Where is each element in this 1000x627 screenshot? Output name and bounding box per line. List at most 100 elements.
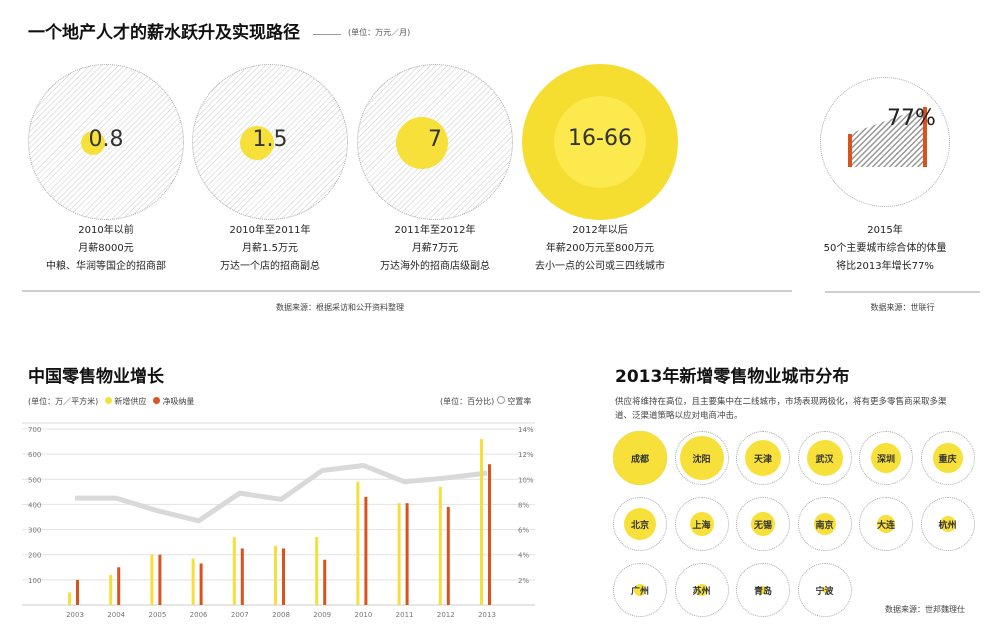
supply-bar — [315, 537, 319, 605]
supply-bar — [480, 439, 483, 605]
city-circle: 武汉 — [797, 431, 852, 485]
absorb-bar — [117, 567, 121, 605]
legend-supply: 新增供应 — [114, 397, 147, 406]
caption-period: 2012年以后 — [572, 225, 628, 236]
y2-tick-label: 10% — [518, 476, 534, 484]
city-name: 杭州 — [938, 521, 957, 531]
forecast-line1: 50个主要城市综合体的体量 — [823, 243, 947, 254]
cities-desc-line1: 供应将维持在高位，且主要集中在二线城市，市场表现两极化，将有更多零售商采取多渠 — [615, 397, 947, 407]
y2-tick-label: 2% — [518, 577, 529, 585]
y2-tick-label: 4% — [518, 552, 529, 560]
caption-role: 万达一个店的招商副总 — [220, 261, 320, 272]
city-circle: 苏州 — [674, 563, 729, 617]
y-tick-label: 500 — [28, 476, 41, 484]
city-level-dot — [745, 440, 781, 476]
salary-level-dot — [240, 126, 274, 160]
city-circle: 杭州 — [920, 497, 975, 551]
salary-caption: 2012年以后 年薪200万元至800万元 去小一点的公司或三四线城市 — [515, 222, 685, 276]
city-circle: 无锡 — [736, 497, 790, 551]
vacancy-line — [75, 462, 488, 524]
supply-bar — [274, 545, 277, 605]
caption-pay: 月薪8000元 — [78, 243, 134, 254]
city-level-dot — [679, 436, 724, 480]
y-tick-label: 300 — [28, 527, 41, 535]
city-level-dot — [871, 443, 901, 473]
x-tick-label: 2003 — [66, 611, 84, 619]
caption-role: 中粮、华润等国企的招商部 — [46, 261, 166, 272]
legend-absorb: 净吸纳量 — [162, 397, 195, 406]
salary-circle: 16-66 — [522, 64, 678, 220]
city-circle: 天津 — [736, 431, 790, 485]
city-circle: 广州 — [613, 563, 667, 617]
supply-bar — [232, 537, 236, 605]
divider — [22, 290, 792, 292]
right-unit: (单位：百分比) — [440, 397, 495, 406]
salary-circle: 0.8 — [28, 64, 184, 220]
y-tick-label: 100 — [28, 577, 41, 585]
supply-bar — [438, 486, 442, 605]
city-circle: 大连 — [859, 497, 913, 551]
y2-tick-label: 14% — [518, 426, 534, 434]
caption-period: 2010年以前 — [78, 225, 134, 236]
city-name: 重庆 — [938, 455, 957, 465]
forecast-source: 数据来源：世联行 — [870, 303, 935, 312]
supply-bar — [397, 503, 401, 605]
supply-bar — [68, 592, 71, 605]
absorb-bar — [446, 506, 450, 605]
salary-circle: 1.5 — [192, 64, 348, 220]
absorb-bar — [488, 464, 491, 605]
city-name: 广州 — [630, 587, 649, 597]
x-tick-label: 2008 — [272, 611, 290, 619]
city-name: 深圳 — [876, 455, 895, 465]
salary-title: 一个地产人才的薪水跃升及实现路径 — [28, 23, 300, 43]
x-tick-label: 2005 — [148, 611, 166, 619]
city-level-dot — [806, 440, 843, 476]
city-name: 北京 — [630, 521, 649, 531]
city-level-dot — [751, 512, 775, 536]
city-name: 宁波 — [815, 587, 834, 597]
caption-pay: 月薪1.5万元 — [242, 243, 298, 254]
salary-value: 7 — [428, 127, 442, 152]
absorb-bar — [158, 554, 162, 605]
city-circle: 北京 — [613, 497, 667, 551]
salary-caption: 2010年以前 月薪8000元中粮、华润等国企的招商部 — [21, 222, 191, 276]
caption-period: 2010年至2011年 — [229, 225, 311, 236]
growth-graphic — [848, 107, 927, 167]
left-unit: (单位：万／平方米) — [28, 397, 99, 406]
salary-source: 数据来源：根据采访和公开资料整理 — [276, 303, 404, 312]
city-level-dot — [634, 584, 646, 596]
city-name: 沈阳 — [692, 455, 711, 465]
salary-unit: (单位：万元／月) — [348, 28, 411, 37]
absorb-bar — [240, 548, 244, 605]
absorb-legend-dot — [152, 397, 160, 404]
supply-bar — [109, 574, 113, 605]
forecast-line2: 将比2013年增长77% — [836, 261, 934, 272]
absorb-bar — [76, 579, 79, 605]
chart-legend: (单位：万／平方米) 新增供应 净吸纳量 — [28, 396, 194, 407]
y2-tick-label: 8% — [518, 501, 529, 509]
salary-level-dot — [396, 117, 448, 169]
caption-pay: 年薪200万元至800万元 — [545, 243, 655, 254]
y2-tick-label: 6% — [518, 527, 529, 535]
cities-source: 数据来源：世邦魏理仕 — [885, 605, 965, 614]
city-circle: 上海 — [674, 497, 729, 551]
vacancy-legend-dot — [496, 396, 505, 404]
y2-tick-label: 12% — [518, 451, 534, 459]
city-name: 大连 — [876, 521, 895, 531]
x-tick-label: 2010 — [354, 611, 372, 619]
city-name: 青岛 — [753, 587, 772, 597]
city-circle: 沈阳 — [674, 431, 729, 485]
city-name: 天津 — [753, 455, 772, 465]
city-level-dot — [813, 513, 836, 535]
city-level-dot — [759, 586, 767, 594]
x-tick-label: 2006 — [190, 611, 208, 619]
city-level-dot — [932, 443, 963, 473]
city-name: 武汉 — [815, 455, 834, 465]
salary-level-dot — [81, 131, 105, 155]
cities-title: 2013年新增零售物业城市分布 — [615, 367, 850, 387]
x-tick-label: 2012 — [437, 611, 455, 619]
supply-bar — [356, 481, 360, 605]
absorb-bar — [323, 559, 327, 605]
supply-bar — [150, 554, 154, 605]
